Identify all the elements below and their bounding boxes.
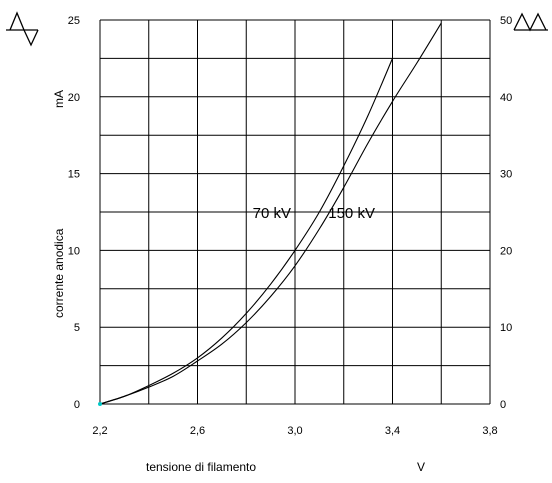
y-right-tick-label: 10 bbox=[500, 322, 512, 334]
y-right-tick-label: 30 bbox=[500, 169, 512, 181]
x-unit: V bbox=[417, 460, 425, 474]
y-right-tick-label: 40 bbox=[500, 92, 512, 104]
series-line-70-kv bbox=[99, 58, 394, 405]
series-line-150-kv bbox=[99, 22, 442, 405]
y-left-tick-label: 10 bbox=[68, 245, 80, 257]
y-right-tick-label: 50 bbox=[500, 15, 512, 27]
y-left-tick-label: 15 bbox=[68, 169, 80, 181]
curve-labels: 70 kV 150 kV bbox=[253, 205, 375, 222]
y-axis-title-left: corrente anodica bbox=[52, 228, 66, 318]
tick-labels: 2,2 2,6 3,0 3,4 3,8 0 5 10 15 20 25 0 10 20 30 40 50 bbox=[68, 15, 513, 437]
x-axis-title: tensione di filamento bbox=[146, 460, 256, 474]
y-left-tick-label: 0 bbox=[74, 399, 80, 411]
x-tick-label: 3,0 bbox=[287, 425, 302, 437]
y-right-tick-label: 0 bbox=[500, 399, 506, 411]
x-tick-label: 3,8 bbox=[482, 425, 497, 437]
full-wave-rectified-icon bbox=[513, 12, 548, 32]
x-tick-label: 3,4 bbox=[385, 425, 400, 437]
y-left-tick-label: 20 bbox=[68, 92, 80, 104]
curves bbox=[98, 22, 442, 406]
grid bbox=[99, 19, 491, 405]
single-phase-half-wave-icon bbox=[6, 11, 39, 47]
curve-label-150-kv: 150 kV bbox=[328, 205, 375, 222]
x-tick-label: 2,6 bbox=[190, 425, 205, 437]
curve-label-70-kv: 70 kV bbox=[253, 205, 291, 222]
y-left-tick-label: 25 bbox=[68, 15, 80, 27]
y-right-tick-label: 20 bbox=[500, 245, 512, 257]
x-tick-label: 2,2 bbox=[92, 425, 107, 437]
y-unit-left: mA bbox=[52, 90, 66, 108]
y-left-tick-label: 5 bbox=[74, 322, 80, 334]
origin-marker bbox=[98, 402, 102, 406]
